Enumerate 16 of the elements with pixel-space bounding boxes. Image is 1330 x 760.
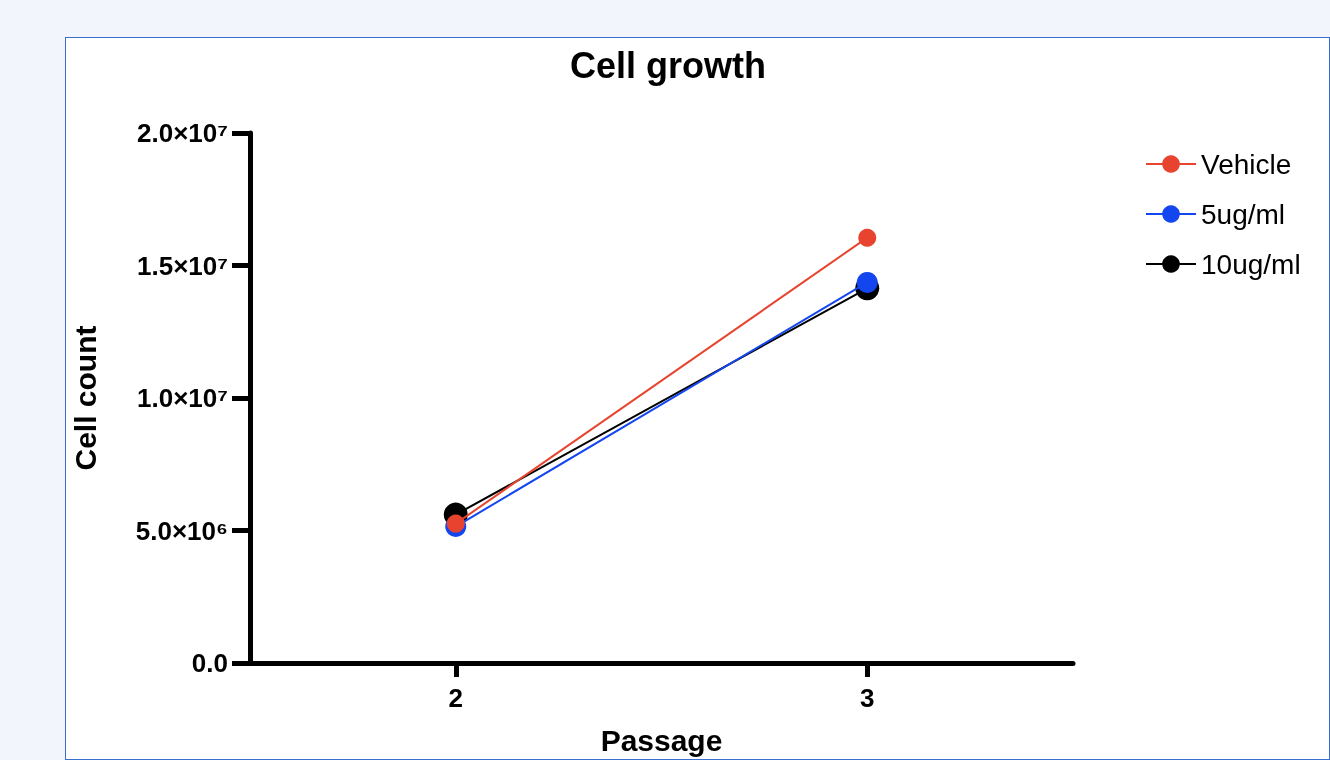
- y-tick-label: 1.5×10⁷: [137, 250, 228, 281]
- point: [858, 228, 877, 247]
- x-axis-title: Passage: [600, 723, 723, 757]
- y-tick-label: 1.0×10⁷: [137, 383, 228, 413]
- y-axis-title: Cell count: [68, 325, 102, 471]
- point: [446, 514, 465, 533]
- y-tick-label: 5.0×10⁶: [135, 515, 228, 546]
- legend-label: Vehicle: [1201, 148, 1292, 180]
- point: [856, 271, 878, 293]
- x-tick-label: 2: [448, 683, 463, 713]
- legend-label: 5ug/ml: [1201, 198, 1286, 230]
- x-tick-label: 3: [860, 683, 875, 713]
- chart-title: Cell growth: [570, 44, 766, 86]
- y-tick-label: 0.0: [191, 648, 228, 678]
- y-tick-label: 2.0×10⁷: [137, 118, 228, 148]
- legend-label: 10ug/ml: [1201, 248, 1301, 280]
